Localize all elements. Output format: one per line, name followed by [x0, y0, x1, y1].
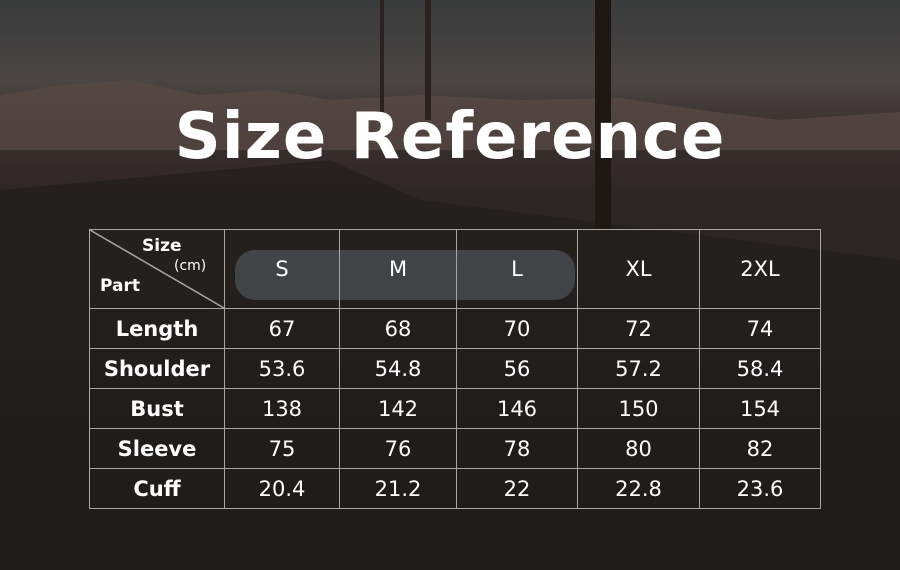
measurement-cell: 74 — [699, 308, 821, 349]
measurement-cell: 146 — [456, 388, 578, 429]
size-header: XL — [577, 229, 700, 309]
diagonal-divider — [90, 230, 224, 308]
size-header: M — [339, 229, 457, 309]
measurement-cell: 57.2 — [577, 348, 700, 389]
part-label: Part — [100, 276, 140, 296]
size-header: S — [224, 229, 340, 309]
measurement-cell: 80 — [577, 428, 700, 469]
measurement-cell: 75 — [224, 428, 340, 469]
measurement-cell: 76 — [339, 428, 457, 469]
measurement-cell: 22 — [456, 468, 578, 509]
part-name: Sleeve — [89, 428, 225, 469]
size-header: L — [456, 229, 578, 309]
part-name: Shoulder — [89, 348, 225, 389]
size-table: Size (cm) Part S M L XL 2XL Length 67 68 70… — [89, 229, 821, 509]
measurement-cell: 20.4 — [224, 468, 340, 509]
unit-label: (cm) — [174, 258, 207, 274]
part-name: Cuff — [89, 468, 225, 509]
measurement-cell: 58.4 — [699, 348, 821, 389]
measurement-cell: 23.6 — [699, 468, 821, 509]
table-row: Length 67 68 70 72 74 — [89, 308, 821, 349]
measurement-cell: 78 — [456, 428, 578, 469]
measurement-cell: 68 — [339, 308, 457, 349]
measurement-cell: 53.6 — [224, 348, 340, 389]
header-row: Size (cm) Part S M L XL 2XL — [89, 229, 821, 309]
measurement-cell: 82 — [699, 428, 821, 469]
part-name: Bust — [89, 388, 225, 429]
measurement-cell: 138 — [224, 388, 340, 429]
table-row: Cuff 20.4 21.2 22 22.8 23.6 — [89, 468, 821, 509]
size-header: 2XL — [699, 229, 821, 309]
table-row: Shoulder 53.6 54.8 56 57.2 58.4 — [89, 348, 821, 389]
corner-cell: Size (cm) Part — [89, 229, 225, 309]
measurement-cell: 70 — [456, 308, 578, 349]
page-title: Size Reference — [174, 100, 726, 174]
measurement-cell: 56 — [456, 348, 578, 389]
measurement-cell: 67 — [224, 308, 340, 349]
table-row: Sleeve 75 76 78 80 82 — [89, 428, 821, 469]
measurement-cell: 150 — [577, 388, 700, 429]
table-row: Bust 138 142 146 150 154 — [89, 388, 821, 429]
size-label: Size — [142, 236, 182, 256]
measurement-cell: 72 — [577, 308, 700, 349]
measurement-cell: 21.2 — [339, 468, 457, 509]
measurement-cell: 142 — [339, 388, 457, 429]
part-name: Length — [89, 308, 225, 349]
measurement-cell: 22.8 — [577, 468, 700, 509]
measurement-cell: 54.8 — [339, 348, 457, 389]
measurement-cell: 154 — [699, 388, 821, 429]
